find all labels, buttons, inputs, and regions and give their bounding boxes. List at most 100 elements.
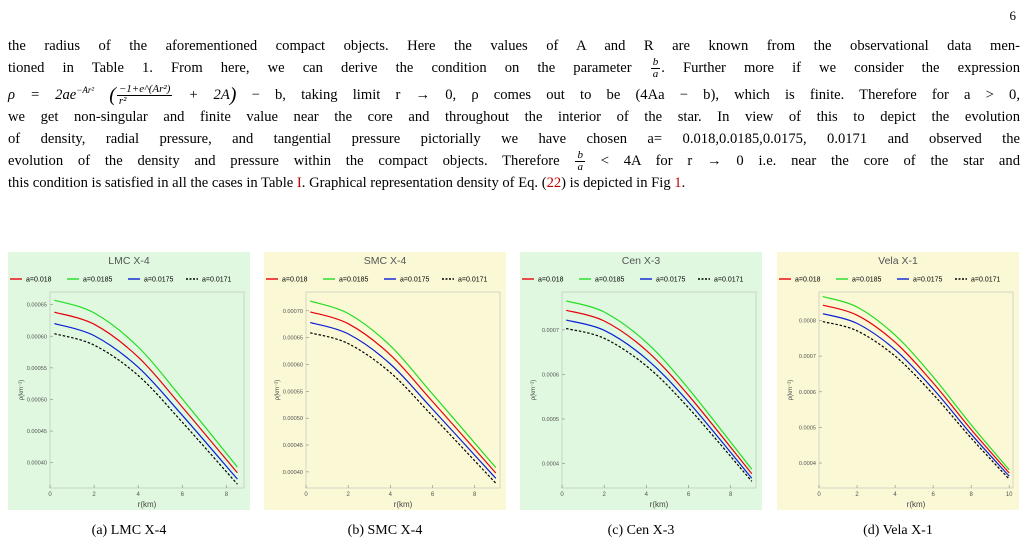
- x-tick-label: 6: [687, 492, 691, 498]
- series-line: [566, 319, 753, 479]
- series-line: [310, 322, 497, 479]
- paragraph-line: we get non-singular and finite value nea…: [8, 109, 1020, 126]
- paragraph-line: of density, radial pressure, and tangent…: [8, 130, 1020, 147]
- legend-label: a=0.0175: [913, 277, 942, 284]
- y-tick-label: 0.0006: [799, 390, 816, 396]
- legend-label: a=0.0185: [83, 277, 112, 284]
- plot-frame: [818, 291, 1014, 489]
- x-tick-label: 0: [304, 492, 308, 498]
- x-tick-label: 2: [92, 492, 96, 498]
- plot-frame: [561, 291, 757, 489]
- y-tick-label: 0.0007: [542, 328, 559, 334]
- y-tick-label: 0.00040: [27, 461, 47, 467]
- x-tick-label: 4: [893, 492, 897, 498]
- y-tick-label: 0.00070: [283, 309, 303, 315]
- legend-label: a=0.0185: [339, 277, 368, 284]
- legend-label: a=0.0185: [595, 277, 624, 284]
- chart-title: SMC X-4: [364, 255, 407, 267]
- series-line: [54, 323, 238, 480]
- x-tick-label: 0: [817, 492, 821, 498]
- x-tick-label: 4: [645, 492, 649, 498]
- legend-label: a=0.0185: [852, 277, 881, 284]
- equation-reference-link[interactable]: 22: [546, 174, 562, 191]
- chart-title: Vela X-1: [878, 255, 918, 267]
- paragraph-line: evolution of the density and pressure wi…: [8, 148, 1021, 173]
- y-tick-label: 0.0004: [799, 461, 816, 467]
- chart-svg: Vela X-1 a=0.018 a=0.0185 a=0.0175 a=0.0171 0…: [777, 252, 1019, 510]
- series-line: [310, 311, 497, 474]
- legend-label: a=0.0171: [202, 277, 231, 284]
- y-tick-label: 0.00060: [283, 362, 303, 368]
- figure-reference-link[interactable]: 1: [674, 174, 682, 191]
- chart-panel-cen: Cen X-3 a=0.018 a=0.0185 a=0.0175 a=0.0171 0.…: [520, 252, 762, 510]
- table-reference-link[interactable]: I: [296, 174, 302, 191]
- paragraph-line: the radius of the aforementioned compact…: [8, 38, 1020, 54]
- plot-frame: [49, 291, 245, 489]
- chart-title: Cen X-3: [622, 255, 661, 267]
- series-line: [566, 309, 753, 475]
- x-tick-label: 8: [969, 492, 973, 498]
- figure-caption: (c) Cen X-3: [607, 523, 675, 538]
- y-tick-label: 0.0005: [542, 417, 559, 423]
- y-tick-label: 0.0005: [799, 425, 816, 431]
- x-tick-label: 8: [729, 492, 733, 498]
- series-line: [310, 332, 497, 484]
- x-tick-label: 2: [603, 492, 607, 498]
- x-tick-label: 2: [855, 492, 859, 498]
- series-line: [310, 300, 497, 468]
- y-tick-label: 0.0008: [799, 319, 816, 325]
- x-tick-label: 0: [48, 492, 52, 498]
- legend-label: a=0.018: [282, 277, 308, 284]
- legend-label: a=0.0171: [971, 277, 1000, 284]
- legend-label: a=0.0175: [400, 277, 429, 284]
- x-tick-label: 8: [225, 492, 229, 498]
- equation: ρ = 2ae−Ar² (−1+e^(Ar²) r² + 2A): [8, 83, 237, 108]
- paragraph-line: ρ = 2ae−Ar² (−1+e^(Ar²) r² + 2A) − b, tak…: [8, 83, 1020, 108]
- fraction: −1+e^(Ar²) r²: [116, 83, 173, 108]
- chart-panel-lmc: LMC X-4 a=0.018 a=0.0185 a=0.0175 a=0.0171 0.…: [8, 252, 250, 510]
- x-tick-label: 10: [1006, 492, 1013, 498]
- chart-background: [520, 252, 762, 510]
- y-axis-label: ρ(km⁻²): [531, 380, 537, 401]
- y-tick-label: 0.00055: [27, 366, 47, 372]
- figure-caption: (b) SMC X-4: [347, 523, 423, 538]
- legend-label: a=0.0171: [714, 277, 743, 284]
- chart-panel-smc: SMC X-4 a=0.018 a=0.0185 a=0.0175 a=0.0171 0.…: [264, 252, 506, 510]
- legend-label: a=0.0171: [458, 277, 487, 284]
- y-axis-label: ρ(km⁻²): [275, 380, 281, 401]
- chart-panel-vela: Vela X-1 a=0.018 a=0.0185 a=0.0175 a=0.0171 0…: [777, 252, 1019, 510]
- x-tick-label: 4: [137, 492, 141, 498]
- series-line: [822, 296, 1010, 471]
- x-tick-label: 0: [560, 492, 564, 498]
- y-tick-label: 0.0004: [542, 462, 559, 468]
- y-tick-label: 0.0007: [799, 354, 816, 360]
- series-line: [822, 313, 1010, 477]
- chart-background: [777, 252, 1019, 510]
- legend-label: a=0.018: [538, 277, 564, 284]
- legend-label: a=0.018: [26, 277, 52, 284]
- chart-svg: SMC X-4 a=0.018 a=0.0185 a=0.0175 a=0.0171 0.…: [264, 252, 506, 510]
- chart-background: [264, 252, 506, 510]
- plot-frame: [305, 291, 501, 489]
- series-line: [566, 327, 753, 482]
- x-axis-label: r(km): [394, 500, 413, 509]
- x-tick-label: 2: [347, 492, 351, 498]
- series-line: [566, 300, 753, 470]
- y-tick-label: 0.00055: [283, 389, 303, 395]
- y-tick-label: 0.0006: [542, 372, 559, 378]
- paragraph-line: tioned in Table 1. From here, we can der…: [8, 56, 1021, 81]
- series-line: [822, 321, 1010, 480]
- y-tick-label: 0.00045: [27, 429, 47, 435]
- y-tick-label: 0.00040: [283, 470, 303, 476]
- x-axis-label: r(km): [138, 500, 157, 509]
- chart-svg: Cen X-3 a=0.018 a=0.0185 a=0.0175 a=0.0171 0.…: [520, 252, 762, 510]
- y-tick-label: 0.00050: [27, 397, 47, 403]
- x-tick-label: 4: [389, 492, 393, 498]
- y-axis-label: ρ(km⁻²): [19, 380, 25, 401]
- chart-background: [8, 252, 250, 510]
- series-line: [54, 333, 238, 485]
- series-line: [822, 304, 1010, 474]
- x-tick-label: 6: [181, 492, 185, 498]
